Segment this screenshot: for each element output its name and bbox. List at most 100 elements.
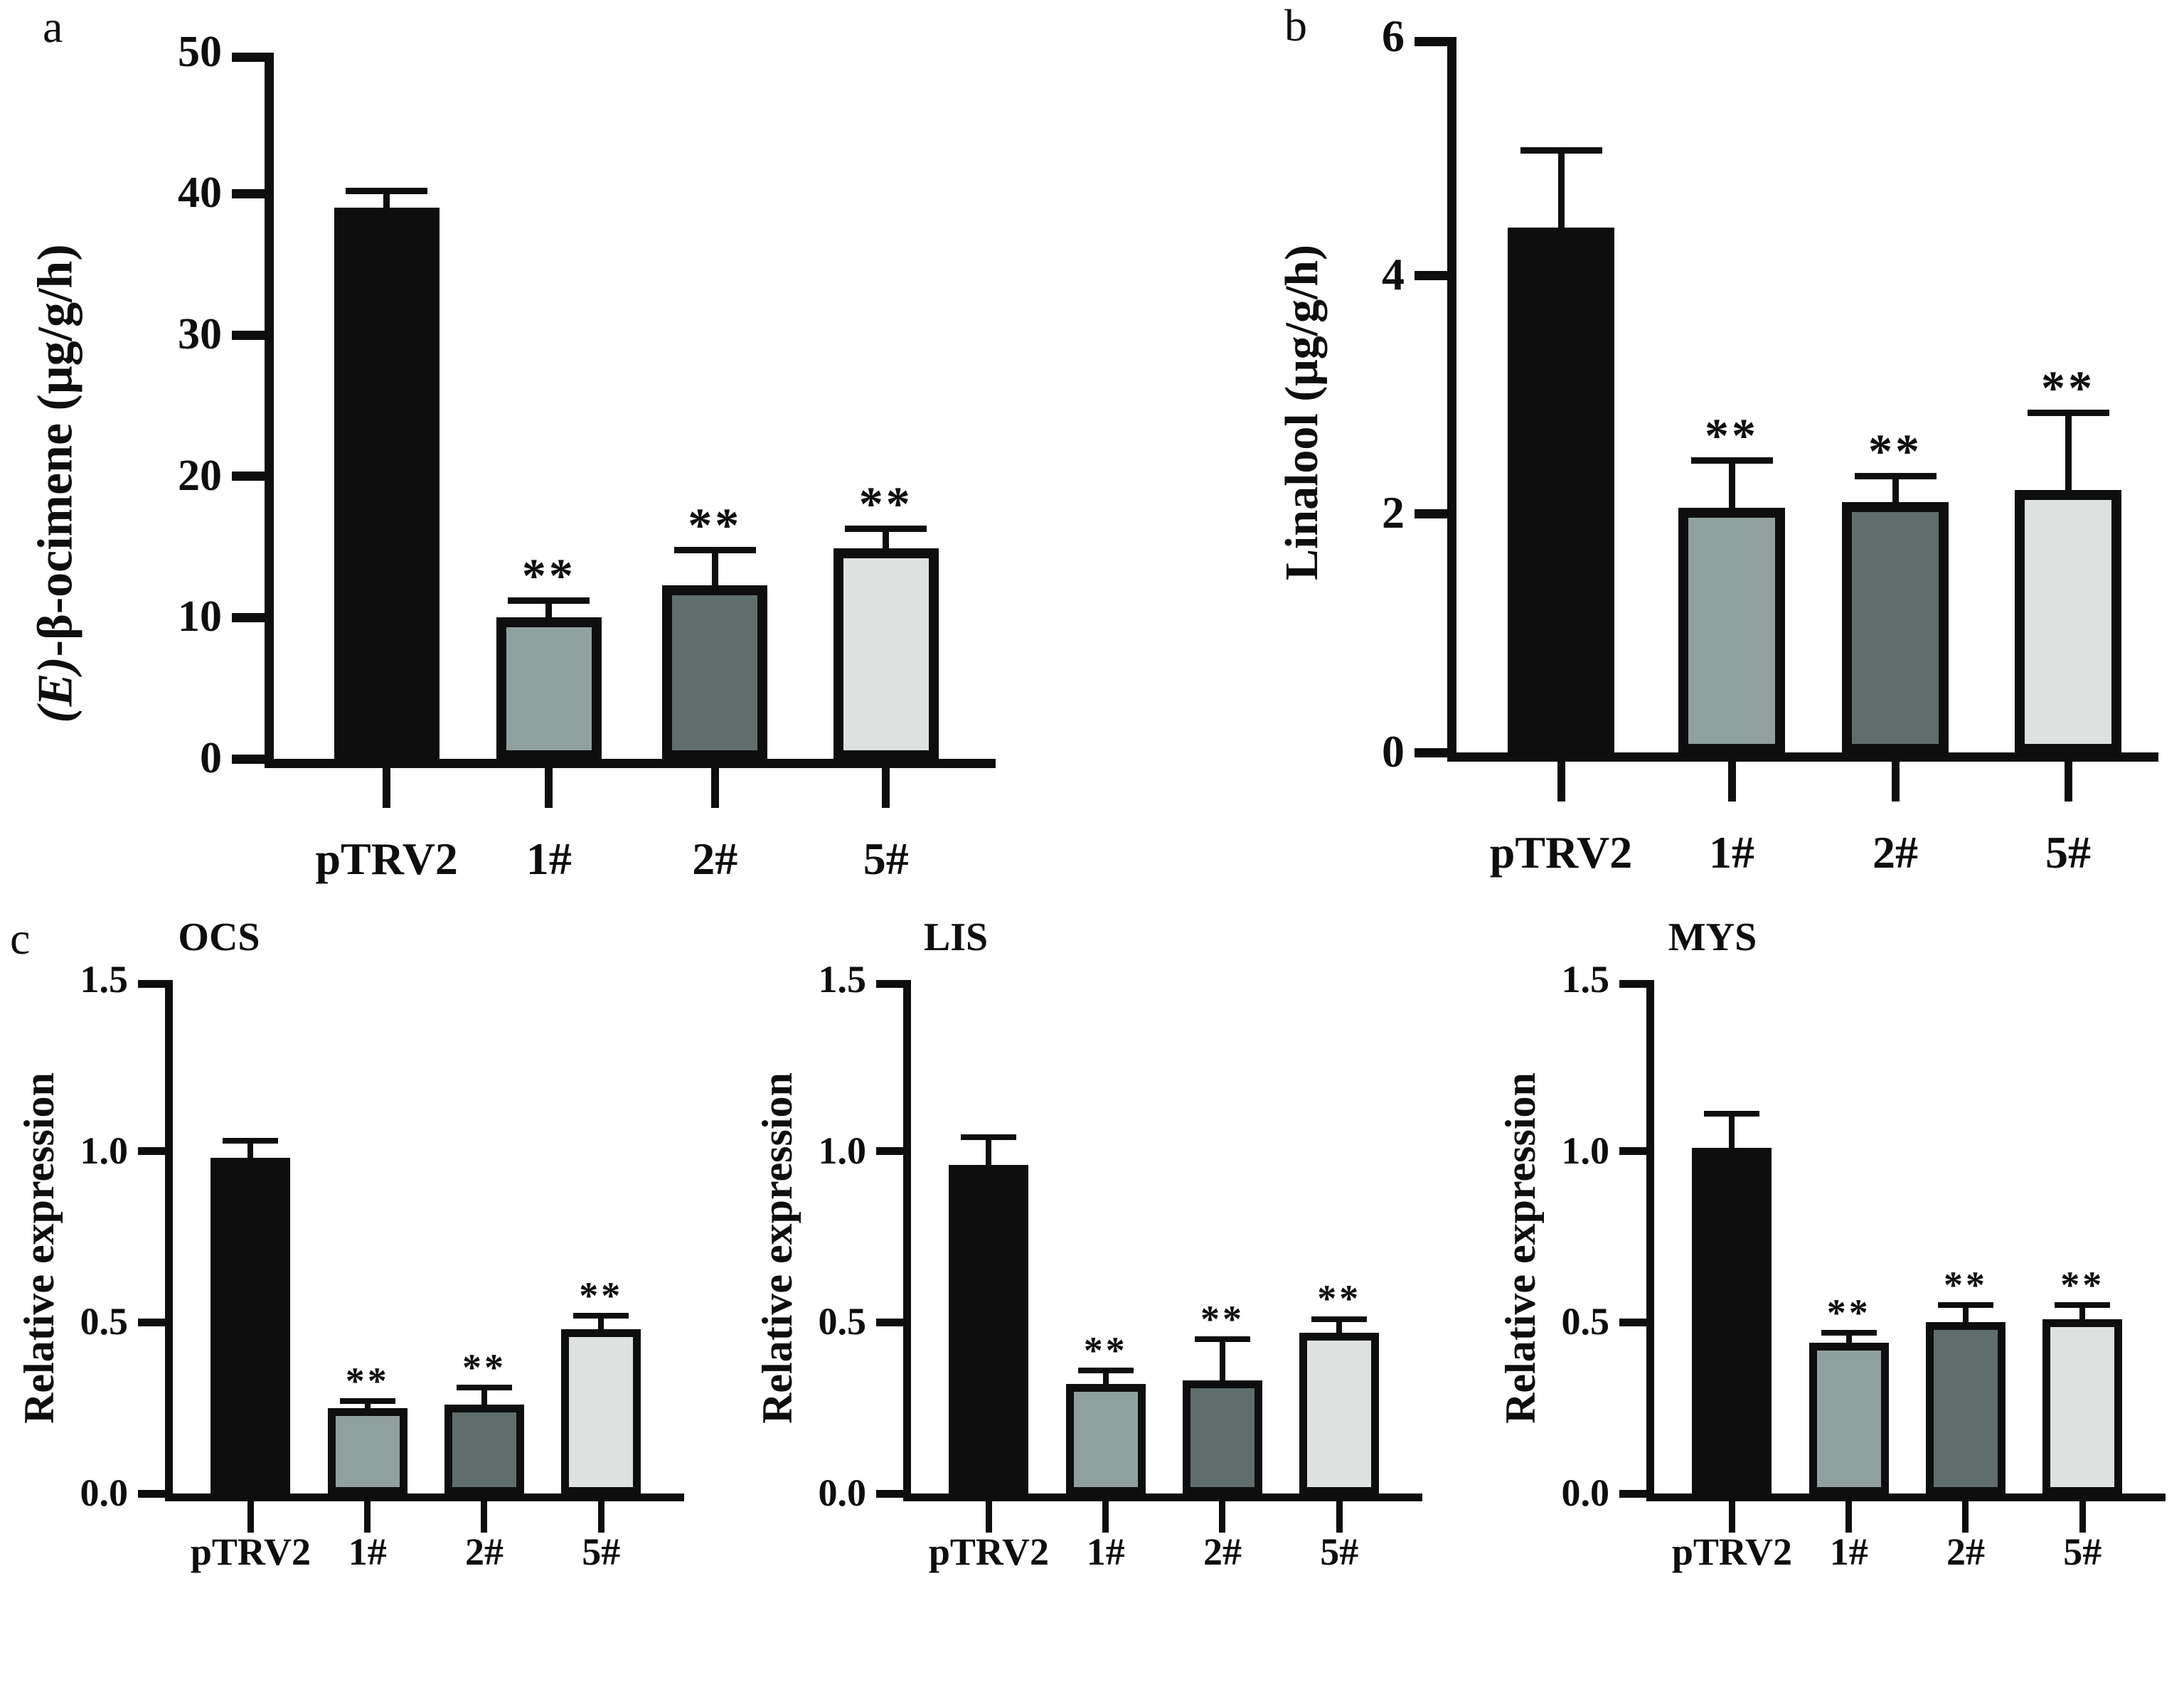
y-tick-label: 0.0 [818, 1471, 867, 1514]
bar-5 [2042, 1319, 2123, 1495]
y-tick-label: 1.0 [80, 1129, 129, 1172]
y-tick-mark [138, 1489, 165, 1498]
error-bar-cap [1520, 147, 1602, 154]
error-bar-line [481, 1387, 487, 1422]
x-tick-mark [1336, 1501, 1343, 1533]
error-bar-cap [845, 525, 927, 532]
x-tick-mark [2079, 1501, 2086, 1533]
x-tick-mark [1962, 1501, 1969, 1533]
bar-2 [1925, 1322, 2005, 1495]
y-tick-label: 4 [1382, 249, 1405, 300]
x-axis-line [1646, 1493, 2166, 1501]
y-axis-line [903, 980, 911, 1501]
bar-1 [327, 1407, 407, 1495]
bar-5 [2015, 490, 2121, 754]
y-tick-mark [138, 1318, 165, 1326]
error-bar-line [247, 1141, 254, 1176]
significance-marker: ** [1943, 1264, 1988, 1307]
error-bar-cap [1821, 1329, 1877, 1336]
x-axis-line [165, 1493, 684, 1501]
x-tick-mark [247, 1501, 254, 1533]
category-label: 2# [1203, 1530, 1242, 1573]
category-label: 1# [1709, 827, 1754, 878]
y-tick-mark [1619, 1489, 1646, 1498]
y-tick-mark [876, 1489, 903, 1498]
y-tick-label: 10 [178, 592, 222, 641]
error-bar-cap [1690, 457, 1773, 464]
bar-1 [496, 617, 602, 760]
significance-marker: ** [1083, 1328, 1128, 1372]
error-bar-cap [1194, 1336, 1250, 1343]
y-tick-mark [138, 980, 165, 988]
error-bar-cap [573, 1312, 629, 1319]
category-label: pTRV2 [190, 1530, 311, 1573]
y-tick-mark [232, 53, 265, 62]
category-label: 1# [1086, 1530, 1125, 1573]
y-tick-mark [1415, 270, 1447, 280]
x-tick-mark [882, 768, 890, 808]
significance-marker: ** [1200, 1298, 1245, 1341]
x-tick-mark [1891, 762, 1900, 802]
y-tick-mark [232, 612, 265, 622]
significance-marker: ** [345, 1359, 390, 1402]
category-label: 1# [348, 1530, 387, 1573]
chart-title: OCS [178, 915, 260, 959]
error-bar-cap [339, 1398, 395, 1405]
y-tick-mark [1415, 509, 1447, 519]
y-tick-label: 0 [1382, 725, 1405, 777]
error-bar-cap [673, 546, 756, 553]
significance-marker: ** [1868, 423, 1922, 478]
y-axis-label-text: -β-ocimene (μg/g/h) [28, 244, 82, 657]
error-bar-line [1219, 1339, 1225, 1398]
x-tick-mark [985, 1501, 992, 1533]
x-tick-mark [364, 1501, 371, 1533]
x-axis-line [903, 1493, 1422, 1501]
bar-2 [1842, 501, 1949, 754]
error-bar-cap [1854, 472, 1937, 479]
y-axis-label: Relative expression [754, 1072, 801, 1424]
y-tick-mark [1619, 980, 1646, 988]
error-bar-cap [223, 1138, 279, 1144]
error-bar-cap [1077, 1367, 1134, 1373]
bar-1 [1678, 508, 1785, 754]
x-tick-mark [1728, 1501, 1735, 1533]
error-bar-cap [508, 597, 590, 605]
y-axis-line [1447, 37, 1456, 762]
error-bar-line [1729, 1113, 1735, 1165]
y-tick-mark [876, 1318, 903, 1326]
significance-marker: ** [579, 1274, 624, 1317]
bar-pTRV2 [949, 1164, 1029, 1495]
significance-marker: ** [521, 548, 576, 603]
y-tick-label: 2 [1382, 487, 1405, 538]
category-label: pTRV2 [315, 834, 458, 884]
y-axis-label: Relative expression [1497, 1072, 1544, 1424]
y-tick-label: 6 [1382, 10, 1405, 61]
y-tick-mark [138, 1147, 165, 1156]
significance-marker: ** [1826, 1291, 1871, 1334]
bar-pTRV2 [1508, 228, 1614, 754]
y-tick-label: 1.0 [818, 1129, 867, 1172]
category-label: 2# [1946, 1530, 1985, 1573]
category-label: 1# [1829, 1530, 1868, 1573]
category-label: 2# [1873, 827, 1918, 878]
x-axis-line [1447, 752, 2158, 762]
x-tick-mark [545, 768, 553, 808]
x-tick-mark [1102, 1501, 1109, 1533]
x-axis-line [265, 759, 996, 768]
y-tick-label: 1.5 [818, 957, 867, 1001]
x-tick-mark [383, 768, 391, 808]
y-tick-mark [232, 189, 265, 199]
error-bar-cap [1704, 1110, 1760, 1117]
y-axis-label: Relative expression [16, 1072, 63, 1424]
y-tick-label: 0.5 [818, 1300, 867, 1343]
category-label: 2# [464, 1530, 504, 1573]
category-label: 1# [526, 834, 572, 884]
category-label: 5# [582, 1530, 621, 1573]
y-axis-line [165, 980, 173, 1501]
x-tick-mark [1219, 1501, 1226, 1533]
significance-marker: ** [1705, 408, 1759, 462]
error-bar-cap [961, 1134, 1017, 1141]
charts-container: 0 10 20 30 40 50 (E)-β-ocimene (μg/g/h) pTRV2 **… [16, 10, 2166, 1573]
y-tick-label: 0.0 [1561, 1471, 1610, 1514]
bar-5 [833, 548, 939, 760]
